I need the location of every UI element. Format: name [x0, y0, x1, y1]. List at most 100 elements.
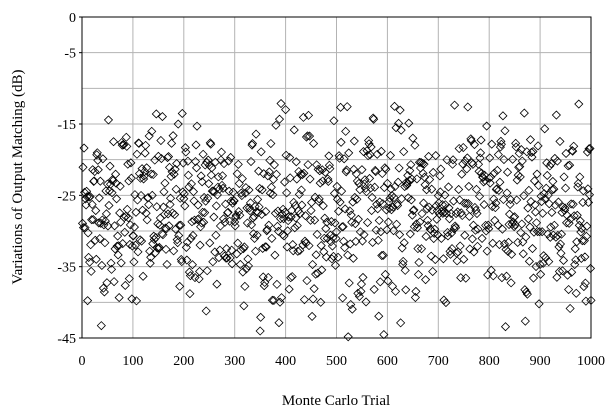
- data-point: [123, 213, 133, 223]
- data-point: [142, 163, 152, 173]
- data-point: [163, 152, 174, 162]
- data-point: [500, 322, 511, 332]
- data-point: [337, 186, 347, 196]
- data-point: [127, 241, 137, 251]
- data-point: [189, 196, 199, 206]
- data-point: [567, 267, 577, 277]
- data-point: [394, 118, 404, 128]
- data-point: [141, 140, 151, 150]
- data-point: [281, 105, 291, 115]
- data-point: [288, 240, 298, 250]
- data-point: [413, 269, 424, 280]
- data-point: [246, 156, 256, 167]
- data-point: [517, 156, 527, 166]
- data-point: [494, 239, 504, 250]
- data-point: [261, 206, 271, 217]
- data-point: [378, 250, 388, 260]
- data-point: [273, 226, 284, 236]
- data-point: [566, 199, 576, 209]
- data-point: [495, 142, 505, 152]
- data-point: [528, 273, 539, 283]
- data-point: [450, 100, 460, 110]
- data-point: [334, 151, 344, 161]
- data-point: [407, 210, 417, 220]
- data-point: [484, 224, 494, 234]
- data-point: [578, 186, 588, 196]
- data-point: [203, 155, 213, 165]
- data-point: [329, 188, 340, 198]
- data-point: [131, 296, 142, 306]
- data-point: [354, 291, 364, 301]
- data-point: [438, 208, 448, 218]
- data-point: [82, 192, 92, 202]
- data-point: [480, 170, 490, 180]
- data-point: [336, 102, 346, 112]
- data-point: [469, 140, 480, 150]
- data-point: [525, 222, 535, 232]
- data-point: [535, 227, 545, 237]
- data-point: [183, 156, 193, 166]
- data-point: [279, 231, 289, 241]
- data-point: [388, 226, 399, 236]
- data-point: [324, 151, 334, 161]
- data-point: [475, 153, 485, 163]
- data-point: [308, 294, 318, 304]
- data-point: [77, 218, 88, 228]
- data-point: [430, 224, 440, 234]
- data-point: [308, 259, 318, 270]
- data-point: [347, 304, 357, 314]
- data-point: [112, 194, 122, 204]
- data-point: [556, 229, 567, 239]
- data-point: [310, 215, 320, 225]
- data-point: [136, 236, 147, 246]
- data-point: [416, 244, 427, 254]
- data-point: [480, 176, 490, 186]
- data-point: [115, 181, 125, 191]
- data-point: [176, 254, 186, 265]
- data-point: [311, 250, 321, 260]
- data-point: [552, 156, 562, 166]
- data-point: [467, 234, 477, 244]
- data-point: [436, 233, 446, 243]
- data-point: [270, 208, 280, 218]
- data-point: [97, 260, 107, 271]
- data-point: [168, 131, 178, 141]
- data-point: [309, 284, 319, 294]
- data-point: [398, 256, 408, 266]
- data-point: [242, 203, 252, 213]
- data-point: [576, 253, 586, 264]
- data-point: [528, 146, 538, 157]
- data-point: [314, 194, 324, 204]
- data-point: [147, 190, 157, 200]
- data-point: [264, 167, 274, 177]
- data-point: [109, 277, 119, 287]
- data-point: [146, 252, 156, 262]
- data-point: [423, 215, 433, 225]
- data-point: [189, 215, 200, 225]
- data-point: [173, 238, 183, 248]
- data-point: [263, 272, 273, 283]
- data-point: [481, 226, 491, 236]
- data-point: [129, 222, 139, 232]
- data-point: [222, 253, 232, 263]
- data-point: [84, 252, 94, 262]
- data-point: [252, 230, 262, 240]
- data-point: [162, 259, 172, 270]
- data-point: [181, 242, 191, 252]
- data-point: [342, 165, 352, 175]
- data-point: [121, 211, 131, 221]
- data-point: [79, 143, 89, 153]
- data-point: [323, 174, 333, 184]
- data-point: [526, 147, 537, 158]
- data-point: [101, 209, 111, 219]
- data-point: [357, 236, 368, 246]
- data-point: [506, 195, 516, 205]
- data-point: [149, 234, 159, 245]
- data-point: [247, 140, 257, 150]
- data-point: [233, 159, 243, 169]
- data-point: [174, 230, 184, 241]
- data-point: [178, 158, 188, 168]
- data-point: [516, 227, 526, 238]
- data-point: [429, 233, 439, 244]
- data-point: [342, 102, 352, 112]
